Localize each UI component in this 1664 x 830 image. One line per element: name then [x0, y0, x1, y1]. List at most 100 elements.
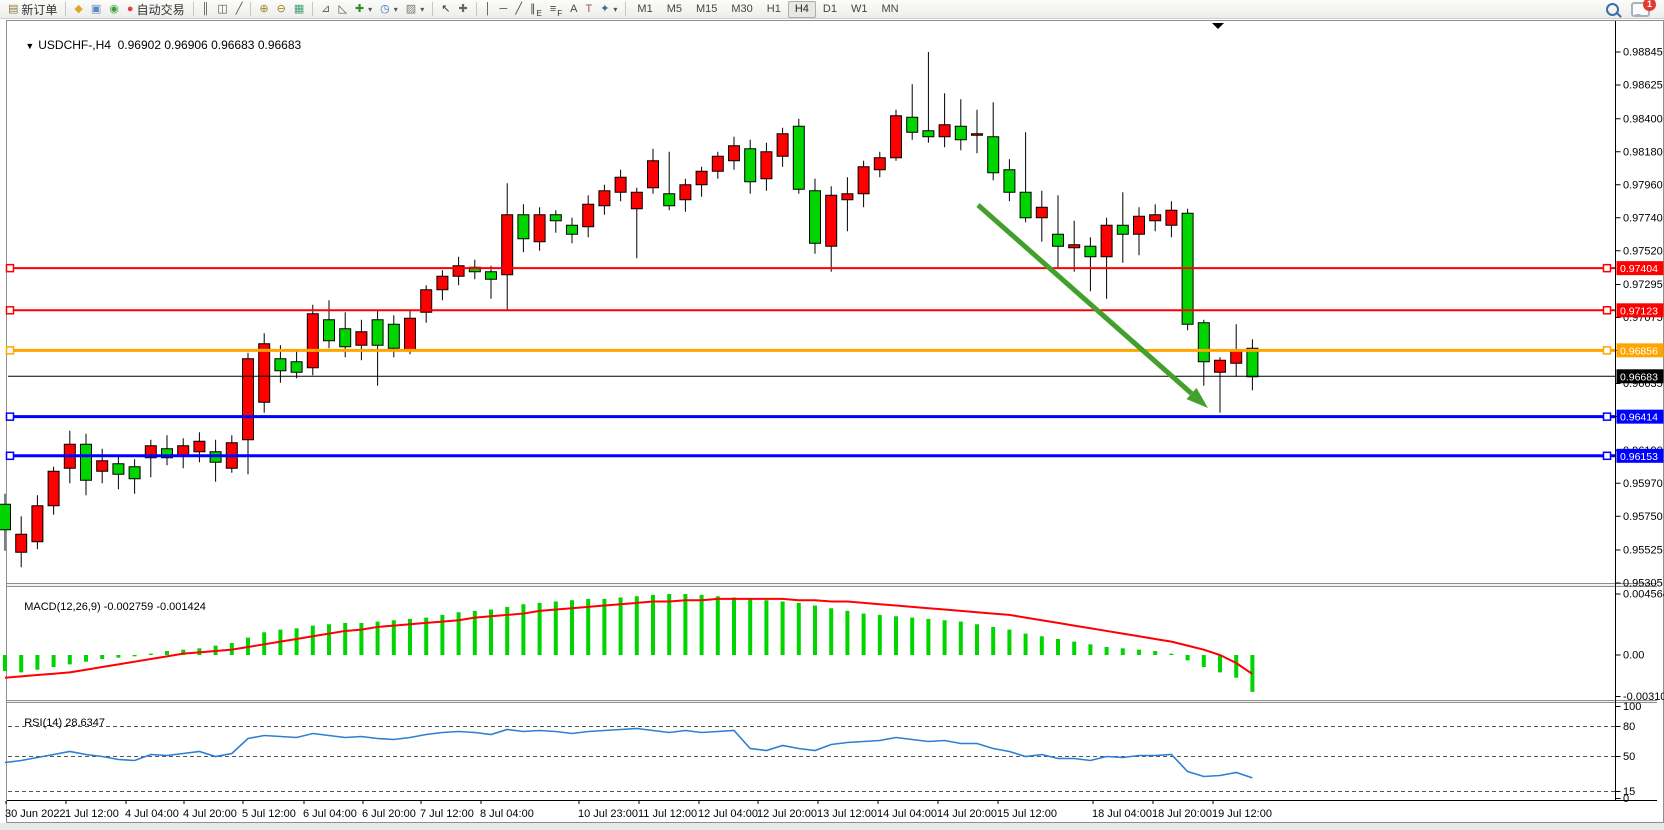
fibonacci-icon: ≡: [549, 2, 557, 15]
toolbar-separator: [625, 2, 627, 16]
time-label: 4 Jul 20:00: [183, 808, 237, 820]
price-tick-label: 0.95525: [1623, 545, 1663, 557]
time-label: 8 Jul 04:00: [480, 808, 534, 820]
hline-marker[interactable]: [1602, 346, 1612, 355]
candle-body: [387, 323, 400, 349]
bar-chart-icon: ║: [201, 2, 210, 15]
timeframe-m1[interactable]: M1: [637, 3, 653, 15]
text-button[interactable]: A: [566, 1, 581, 18]
chart-shift-marker-icon[interactable]: [1212, 23, 1224, 29]
candle-body: [31, 505, 44, 543]
timeframe-m5[interactable]: M5: [666, 3, 682, 15]
chart-dropdown-icon[interactable]: ▼: [25, 41, 35, 51]
trend-arrow-head[interactable]: [1186, 387, 1208, 408]
tile-windows-button[interactable]: ▦: [290, 1, 308, 18]
hline-marker[interactable]: [1602, 412, 1612, 421]
shapes-button[interactable]: ✦ ▾: [596, 1, 621, 18]
auto-trading-button[interactable]: ● 自动交易: [123, 1, 189, 18]
channel-button[interactable]: ∥ E: [526, 1, 546, 18]
search-icon[interactable]: [1606, 2, 1619, 16]
time-label: 18 Jul 04:00: [1092, 808, 1152, 820]
price-badge-label: 0.96683: [1620, 371, 1658, 383]
quote-low: 0.96683: [211, 38, 255, 52]
hline-marker[interactable]: [1602, 263, 1612, 273]
cursor-icon: ↖: [441, 2, 451, 15]
hline-marker[interactable]: [5, 451, 15, 461]
rsi-tick-label: 80: [1623, 721, 1635, 733]
candle-body: [695, 170, 708, 186]
vline-button[interactable]: │: [481, 1, 496, 18]
price-tick-label: 0.97960: [1623, 179, 1663, 191]
candle-body: [857, 166, 870, 195]
hline-marker[interactable]: [1602, 306, 1612, 315]
crosshair-button[interactable]: ✚: [454, 1, 471, 18]
new-order-button[interactable]: ▤ 新订单: [4, 1, 61, 18]
candle-chart-button[interactable]: ◫: [213, 1, 231, 18]
toolbar-separator: [475, 2, 477, 16]
hline-marker[interactable]: [5, 412, 15, 421]
candle-body: [128, 466, 141, 480]
cursor-button[interactable]: ↖: [437, 1, 454, 18]
timeframe-m15[interactable]: M15: [695, 3, 718, 15]
signal-button[interactable]: ◉: [105, 1, 123, 18]
timeframe-h1[interactable]: H1: [766, 3, 781, 15]
panel-splitter[interactable]: [7, 700, 1657, 703]
label-button[interactable]: T: [581, 1, 596, 18]
price-tick-label: 0.98400: [1623, 113, 1663, 125]
chart-window: 0.98845 0.98625 0.98400 0.98180 0.97960 0.977…: [0, 19, 1664, 830]
candle-body: [922, 130, 935, 138]
price-tick-label: 0.97295: [1623, 279, 1663, 291]
candle-body: [1100, 224, 1113, 258]
indicators-button[interactable]: ⊿: [317, 1, 334, 18]
candle-body: [954, 125, 967, 141]
zoom-in-icon: ⊕: [259, 2, 269, 15]
template-button[interactable]: ▨ ▾: [402, 1, 428, 18]
chart-area[interactable]: 0.98845 0.98625 0.98400 0.98180 0.97960 0.977…: [0, 19, 1664, 830]
trend-arrow-line[interactable]: [976, 203, 1194, 396]
add-indicator-button[interactable]: ✚ ▾: [351, 1, 376, 18]
notifications-icon[interactable]: 1: [1631, 0, 1656, 17]
chart-window-frame: [6, 20, 1664, 823]
candle-body: [96, 460, 109, 472]
hline-marker[interactable]: [5, 263, 15, 273]
shapes-icon: ✦: [600, 2, 610, 15]
quote-high: 0.96906: [164, 38, 208, 52]
line-chart-button[interactable]: ╱: [232, 1, 247, 18]
candle-body: [728, 145, 740, 162]
panel-splitter[interactable]: [7, 583, 1657, 587]
time-label: 30 Jun 2022: [5, 808, 66, 820]
zoom-out-button[interactable]: ⊖: [273, 1, 290, 18]
timeframe-d1[interactable]: D1: [822, 3, 837, 15]
bar-chart-button[interactable]: ║: [198, 1, 214, 18]
toolbar-separator: [65, 2, 67, 16]
macd-indicator-label: MACD(12,26,9) -0.002759 -0.001424: [12, 589, 206, 625]
zoom-in-button[interactable]: ⊕: [255, 1, 272, 18]
candle-body: [566, 224, 578, 235]
time-label: 14 Jul 04:00: [877, 808, 937, 820]
hline-button[interactable]: ─: [496, 1, 512, 18]
trendline-button[interactable]: ╱: [511, 1, 526, 18]
macd-name: MACD(12,26,9): [24, 601, 101, 613]
candle-body: [711, 155, 724, 172]
charts-button[interactable]: ◆: [70, 1, 86, 18]
candle-body: [1116, 224, 1129, 235]
hline-marker[interactable]: [5, 346, 15, 355]
indicators2-button[interactable]: ◺: [334, 1, 350, 18]
candle-body: [647, 160, 659, 189]
price-tick-label: 0.97740: [1623, 212, 1663, 224]
timeframe-h4[interactable]: H4: [787, 0, 816, 18]
timeframe-mn[interactable]: MN: [881, 3, 899, 15]
timeframe-w1[interactable]: W1: [850, 3, 868, 15]
fibo-button[interactable]: ≡ F: [546, 1, 566, 18]
timeframe-m30[interactable]: M30: [731, 3, 753, 15]
hline-marker[interactable]: [1602, 451, 1612, 461]
hline-marker[interactable]: [5, 306, 15, 315]
candle-body: [873, 157, 886, 171]
period-button[interactable]: ◷ ▾: [376, 1, 402, 18]
window-button[interactable]: ▣: [87, 1, 105, 18]
price-badge-label: 0.97404: [1620, 263, 1658, 275]
rsi-name: RSI(14): [24, 717, 63, 729]
candle-body: [776, 133, 789, 157]
price-badge-label: 0.96856: [1620, 345, 1658, 357]
